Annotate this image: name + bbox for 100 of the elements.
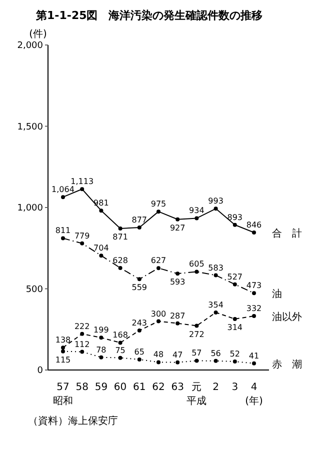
point: [214, 273, 218, 278]
data-label: 65: [134, 347, 144, 356]
data-label: 78: [96, 345, 106, 354]
point: [99, 254, 104, 258]
data-label: 57: [192, 348, 202, 358]
point: [156, 360, 160, 364]
point: [232, 222, 237, 227]
data-label: 75: [115, 346, 126, 355]
data-label: 877: [132, 215, 148, 224]
data-label: 893: [227, 212, 243, 222]
point: [137, 277, 142, 282]
point: [99, 208, 104, 213]
data-label: 48: [153, 350, 164, 360]
data-label: 473: [246, 281, 262, 290]
x-tick-label: 4: [250, 382, 258, 393]
point: [80, 187, 84, 192]
series-label: 油: [272, 288, 282, 300]
x-tick-label: 3: [232, 382, 238, 393]
data-label: 527: [227, 272, 243, 282]
point: [156, 210, 160, 214]
point: [214, 206, 218, 211]
x-tick-label: 2: [212, 382, 219, 393]
point: [137, 225, 142, 230]
text: 平成: [186, 395, 207, 407]
point: [118, 356, 122, 360]
data-label: 112: [74, 340, 90, 349]
data-label: 934: [189, 206, 204, 216]
x-tick-label: 元: [192, 382, 202, 393]
point: [214, 358, 218, 363]
data-label: 975: [150, 200, 166, 209]
y-tick-label: 500: [26, 284, 44, 295]
point: [252, 361, 256, 366]
y-tick-label: 0: [37, 366, 44, 376]
point: [252, 230, 256, 235]
y-tick-label: 1,000: [17, 204, 44, 214]
x-tick-label: 60: [114, 382, 127, 393]
data-label: 47: [172, 350, 183, 360]
point: [61, 236, 65, 240]
point: [194, 216, 199, 220]
point: [232, 316, 237, 321]
data-label: 981: [94, 198, 109, 208]
data-label: 559: [132, 283, 148, 292]
point: [194, 358, 199, 363]
point: [99, 355, 104, 360]
data-label: 52: [230, 350, 240, 359]
point: [252, 291, 256, 296]
series-label: 赤 潮: [272, 358, 302, 370]
data-label: 1,064: [52, 185, 74, 194]
x-tick-label: 61: [133, 382, 146, 393]
point: [80, 350, 84, 354]
x-tick-label: 63: [171, 382, 184, 393]
data-label: 628: [112, 256, 128, 265]
series-label: 油以外: [272, 311, 302, 324]
data-label: 138: [55, 336, 71, 345]
point: [156, 319, 160, 324]
x-tick-label: 62: [152, 382, 165, 393]
data-label: 115: [55, 355, 71, 364]
y-tick-label: 1,500: [17, 122, 44, 132]
data-label: 871: [112, 232, 128, 242]
text: (年): [245, 395, 263, 407]
point: [176, 217, 180, 222]
data-label: 811: [55, 226, 71, 236]
point: [118, 226, 122, 230]
point: [156, 266, 160, 270]
data-label: 56: [210, 348, 221, 358]
data-label: 222: [74, 322, 90, 331]
point: [137, 357, 142, 362]
data-label: 332: [246, 304, 262, 314]
text: （資料）海上保安庁: [28, 414, 119, 428]
point: [176, 272, 180, 276]
data-label: 300: [150, 309, 166, 318]
data-label: 993: [208, 196, 224, 206]
data-label: 593: [170, 278, 186, 287]
data-label: 168: [112, 330, 128, 340]
data-label: 272: [189, 330, 204, 339]
point: [61, 346, 65, 350]
x-tick-label: 57: [56, 382, 70, 393]
x-tick-label: 59: [94, 382, 108, 393]
data-label: 627: [150, 256, 166, 266]
point: [194, 270, 199, 274]
data-label: 41: [248, 351, 260, 360]
point: [80, 332, 84, 336]
y-axis-title: (件): [29, 29, 47, 40]
point: [137, 328, 142, 333]
x-tick-label: 58: [76, 382, 88, 393]
point: [80, 241, 84, 246]
data-label: 287: [170, 311, 186, 320]
point: [118, 266, 122, 270]
series-label: 合 計: [272, 228, 302, 240]
point: [176, 360, 180, 364]
data-label: 605: [189, 260, 204, 269]
chart-title: 第1-1-25図 海洋汚染の発生確認件数の推移: [36, 8, 264, 23]
data-label: 1,113: [70, 177, 94, 186]
data-label: 243: [132, 318, 148, 328]
point: [118, 340, 122, 345]
point: [252, 314, 256, 318]
point: [194, 324, 199, 328]
point: [232, 282, 237, 286]
data-label: 927: [170, 223, 186, 232]
point: [232, 360, 237, 364]
